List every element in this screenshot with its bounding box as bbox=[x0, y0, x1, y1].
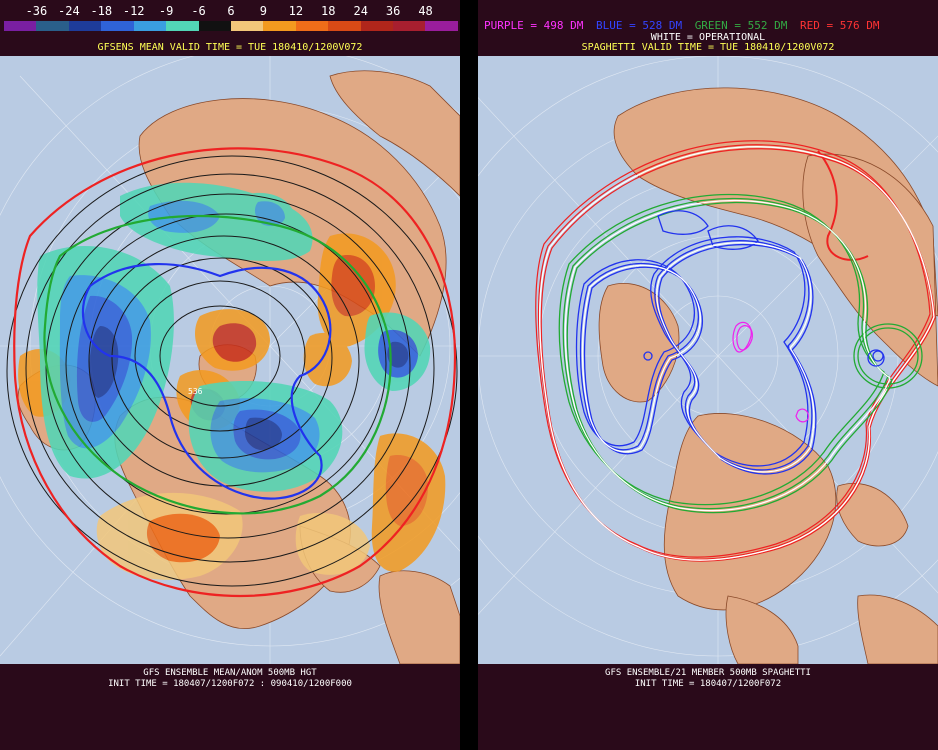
colorbar-ticks: -36 -24 -18 -12 -9 -6 6 9 12 18 24 36 48 bbox=[0, 3, 460, 19]
spaghetti-legend: PURPLE = 498 DM BLUE = 528 DM GREEN = 55… bbox=[484, 19, 886, 32]
colorbar-tick-label: -36 bbox=[25, 4, 48, 18]
mean-anomaly-map: 536 bbox=[0, 56, 460, 664]
right-valid-time-title: SPAGHETTI VALID TIME = TUE 180410/1200V0… bbox=[581, 42, 835, 53]
colorbar-tick-label: -9 bbox=[158, 4, 174, 18]
colorbar-tick-label: 18 bbox=[321, 4, 336, 18]
left-footer-init-time: INIT TIME = 180407/1200F072 : 090410/120… bbox=[108, 679, 352, 689]
colorbar-tick-label: -18 bbox=[90, 4, 113, 18]
colorbar-segment bbox=[230, 21, 264, 31]
legend-purple: PURPLE = 498 DM bbox=[484, 19, 584, 32]
colorbar-segment bbox=[133, 21, 167, 31]
legend-blue: BLUE = 528 DM bbox=[595, 19, 683, 32]
panel-divider bbox=[460, 0, 478, 750]
colorbar-tick-label: -12 bbox=[122, 4, 145, 18]
colorbar-tick-label: 6 bbox=[227, 4, 235, 18]
colorbar-tick-label: 12 bbox=[288, 4, 304, 18]
legend-green: GREEN = 552 DM bbox=[694, 19, 788, 32]
colorbar-segment bbox=[198, 21, 231, 31]
legend-red: RED = 576 DM bbox=[800, 19, 880, 32]
anomaly-colorbar bbox=[4, 21, 458, 31]
spaghetti-panel: PURPLE = 498 DM BLUE = 528 DM GREEN = 55… bbox=[478, 0, 938, 750]
colorbar-segment bbox=[263, 21, 296, 31]
colorbar-tick-label: 9 bbox=[259, 4, 268, 18]
colorbar-segment bbox=[295, 21, 329, 31]
colorbar-segment bbox=[393, 21, 426, 31]
colorbar-segment bbox=[68, 21, 102, 31]
colorbar-segment bbox=[36, 21, 69, 31]
colorbar-tick-label: -24 bbox=[58, 4, 80, 18]
colorbar-segment bbox=[166, 21, 199, 31]
colorbar-tick-label: 24 bbox=[353, 4, 368, 18]
colorbar-segment bbox=[4, 21, 37, 31]
operational-label: WHITE = OPERATIONAL bbox=[650, 32, 766, 43]
colorbar-segment bbox=[101, 21, 134, 31]
colorbar-segment bbox=[360, 21, 394, 31]
ensemble-mean-panel: -36 -24 -18 -12 -9 -6 6 9 12 18 24 36 48 GFSENS MEAN… bbox=[0, 0, 460, 750]
colorbar-tick-label: 36 bbox=[385, 4, 401, 18]
right-footer-product: GFS ENSEMBLE/21 MEMBER 500MB SPAGHETTI bbox=[605, 668, 811, 678]
left-valid-time-title: GFSENS MEAN VALID TIME = TUE 180410/1200… bbox=[97, 42, 363, 53]
left-footer-product: GFS ENSEMBLE MEAN/ANOM 500MB HGT bbox=[143, 668, 317, 678]
colorbar-tick-label: 48 bbox=[418, 4, 433, 18]
colorbar-segment bbox=[425, 21, 458, 31]
right-footer-init-time: INIT TIME = 180407/1200F072 bbox=[634, 679, 782, 689]
colorbar-segment bbox=[328, 21, 361, 31]
colorbar-tick-label: -6 bbox=[191, 4, 206, 18]
contour-label: 536 bbox=[188, 387, 203, 396]
spaghetti-map bbox=[478, 56, 938, 664]
